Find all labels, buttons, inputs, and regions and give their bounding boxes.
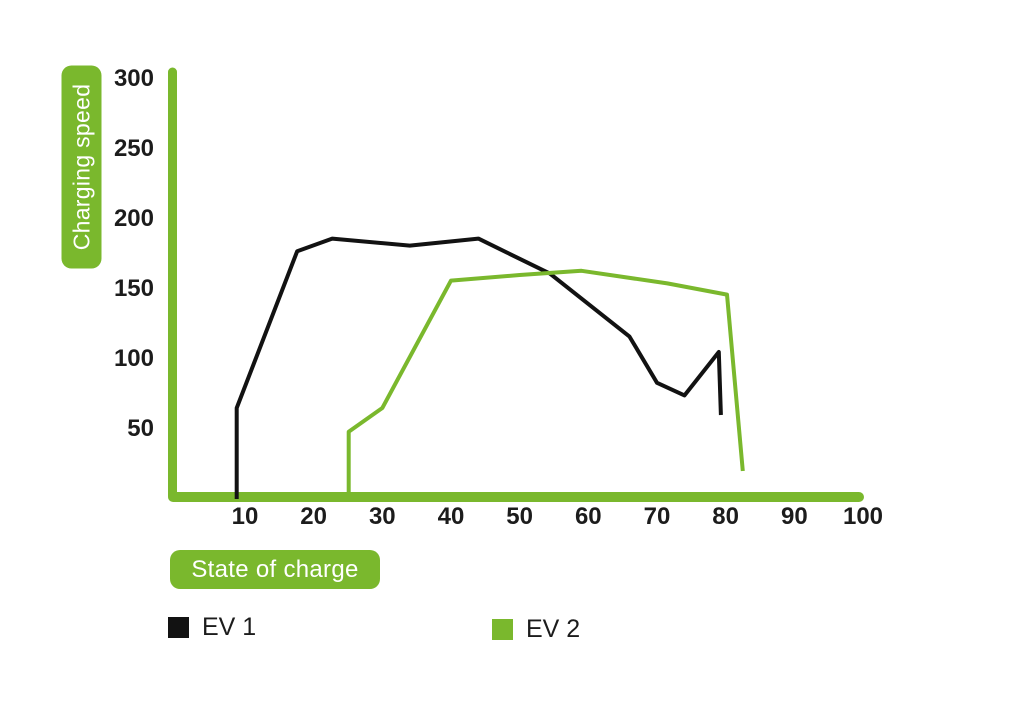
y-tick-label: 100 bbox=[113, 345, 154, 372]
x-tick-label: 60 bbox=[574, 503, 602, 530]
x-tick-label: 90 bbox=[780, 503, 808, 530]
y-tick-label: 250 bbox=[113, 135, 154, 162]
x-tick-label: 100 bbox=[842, 503, 884, 530]
series-line-ev1 bbox=[234, 236, 723, 499]
legend-label-ev1: EV 1 bbox=[202, 613, 257, 641]
x-tick-label: 40 bbox=[437, 503, 465, 530]
y-axis-title: Charging speed bbox=[61, 65, 102, 269]
x-tick-label: 30 bbox=[368, 503, 396, 530]
y-tick-label: 200 bbox=[113, 205, 154, 232]
x-axis-title: State of charge bbox=[170, 550, 380, 589]
x-tick-label: 70 bbox=[643, 503, 671, 530]
ev1-swatch-icon bbox=[168, 617, 189, 638]
legend-item-ev1: EV 1 bbox=[168, 613, 256, 642]
ev2-swatch-icon bbox=[492, 619, 513, 640]
legend-item-ev2: EV 2 bbox=[492, 615, 580, 644]
series-lines bbox=[234, 236, 745, 499]
x-tick-label: 80 bbox=[712, 503, 739, 530]
series-line-ev2 bbox=[346, 268, 745, 499]
x-tick-label: 50 bbox=[506, 503, 533, 530]
x-tick-label: 10 bbox=[231, 503, 259, 530]
y-tick-label: 300 bbox=[113, 65, 154, 92]
y-tick-label: 50 bbox=[127, 415, 154, 442]
x-tick-label: 20 bbox=[300, 503, 327, 530]
legend-label-ev2: EV 2 bbox=[526, 615, 581, 643]
y-tick-label: 150 bbox=[113, 275, 154, 302]
